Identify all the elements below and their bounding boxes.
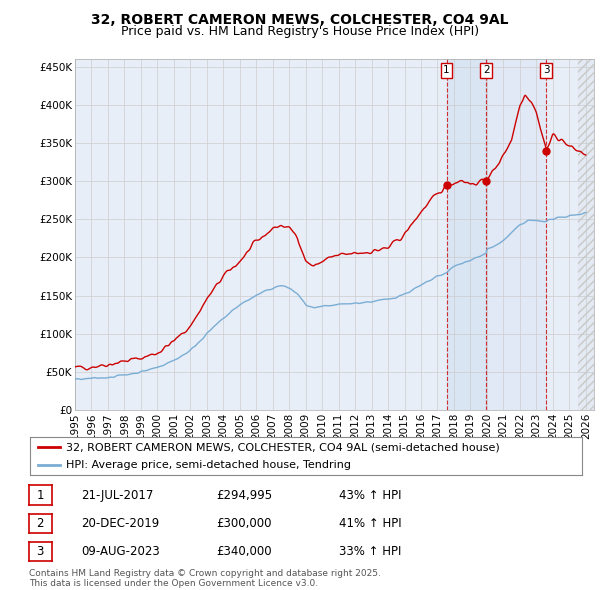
Text: 1: 1	[37, 489, 44, 502]
Text: 2: 2	[37, 517, 44, 530]
Text: 1: 1	[443, 65, 450, 76]
Text: 41% ↑ HPI: 41% ↑ HPI	[339, 517, 401, 530]
Text: 3: 3	[37, 545, 44, 558]
Text: £294,995: £294,995	[216, 489, 272, 502]
Bar	[578, 59, 594, 410]
Text: 09-AUG-2023: 09-AUG-2023	[81, 545, 160, 558]
Text: £340,000: £340,000	[216, 545, 272, 558]
Text: Price paid vs. HM Land Registry's House Price Index (HPI): Price paid vs. HM Land Registry's House …	[121, 25, 479, 38]
Text: 3: 3	[543, 65, 550, 76]
Bar	[578, 59, 594, 410]
Text: 32, ROBERT CAMERON MEWS, COLCHESTER, CO4 9AL: 32, ROBERT CAMERON MEWS, COLCHESTER, CO4…	[91, 13, 509, 27]
Bar	[446, 59, 487, 410]
Bar	[578, 59, 594, 410]
Text: £300,000: £300,000	[216, 517, 271, 530]
Text: 2: 2	[483, 65, 490, 76]
Text: HPI: Average price, semi-detached house, Tendring: HPI: Average price, semi-detached house,…	[66, 460, 351, 470]
Text: Contains HM Land Registry data © Crown copyright and database right 2025.
This d: Contains HM Land Registry data © Crown c…	[29, 569, 380, 588]
Text: 43% ↑ HPI: 43% ↑ HPI	[339, 489, 401, 502]
Bar	[487, 59, 547, 410]
Text: 21-JUL-2017: 21-JUL-2017	[81, 489, 154, 502]
Text: 32, ROBERT CAMERON MEWS, COLCHESTER, CO4 9AL (semi-detached house): 32, ROBERT CAMERON MEWS, COLCHESTER, CO4…	[66, 442, 500, 453]
Text: 20-DEC-2019: 20-DEC-2019	[81, 517, 159, 530]
Text: 33% ↑ HPI: 33% ↑ HPI	[339, 545, 401, 558]
